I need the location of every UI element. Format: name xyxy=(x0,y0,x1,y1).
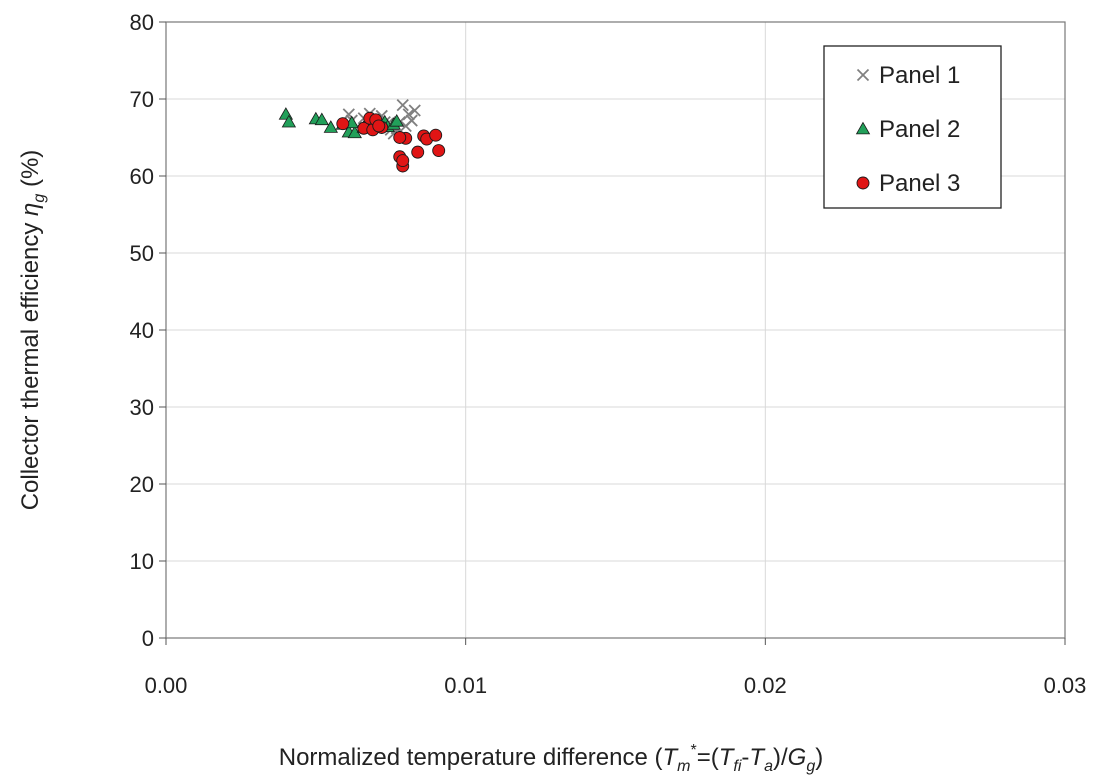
x-axis-title-star: * xyxy=(690,742,696,759)
series-3 xyxy=(336,111,446,173)
gridlines xyxy=(166,22,1065,638)
x-axis-title-prefix: Normalized temperature difference ( xyxy=(279,744,663,771)
x-axis-title-close: ) xyxy=(815,744,823,771)
x-axis-title-T-a: T xyxy=(749,744,766,771)
data-point xyxy=(411,145,425,159)
legend-label: Panel 2 xyxy=(879,116,960,143)
x-tick-label: 0.00 xyxy=(145,673,188,698)
data-point xyxy=(372,119,386,133)
y-tick-label: 0 xyxy=(142,626,154,651)
x-tick-label: 0.02 xyxy=(744,673,787,698)
data-point xyxy=(396,154,410,168)
x-axis-title-sub-a: a xyxy=(764,758,773,775)
y-axis-title-main: Collector thermal efficiency xyxy=(17,216,44,510)
x-axis-title: Normalized temperature difference (Tm*=(… xyxy=(279,742,823,775)
y-tick-label: 70 xyxy=(130,87,154,112)
x-tick-label: 0.03 xyxy=(1044,673,1087,698)
x-axis-title-T-m: T xyxy=(662,744,679,771)
data-point xyxy=(336,117,350,131)
x-axis-title-eq: =( xyxy=(697,744,719,771)
x-axis-ticks: 0.00 0.01 0.02 0.03 xyxy=(145,638,1087,698)
x-axis-title-dash: - xyxy=(741,744,749,771)
legend-marker xyxy=(856,68,870,82)
legend-item-3: Panel 3 xyxy=(856,170,960,197)
y-tick-label: 50 xyxy=(130,241,154,266)
data-point xyxy=(396,99,409,112)
legend-box xyxy=(823,45,1002,209)
y-tick-label: 10 xyxy=(130,549,154,574)
y-tick-label: 20 xyxy=(130,472,154,497)
data-point xyxy=(314,112,330,126)
data-point xyxy=(393,131,407,144)
data-point xyxy=(429,128,443,142)
y-tick-label: 40 xyxy=(130,318,154,343)
x-axis-title-sub-fi: fi xyxy=(733,758,741,775)
y-tick-label: 60 xyxy=(130,164,154,189)
data-point xyxy=(405,114,418,127)
x-axis-title-sub-m: m xyxy=(677,758,690,775)
y-tick-label: 80 xyxy=(130,10,154,35)
y-axis-title-symbol: η xyxy=(17,203,44,216)
data-point xyxy=(402,108,415,121)
legend-label: Panel 3 xyxy=(879,170,960,197)
legend-marker xyxy=(856,176,870,190)
x-axis-title-T-fi: T xyxy=(719,744,736,771)
legend: Panel 1 Panel 2 Panel 3 xyxy=(823,45,1002,209)
y-axis-ticks: 0 10 20 30 40 50 60 70 80 xyxy=(130,10,166,651)
legend-label: Panel 1 xyxy=(879,62,960,89)
data-point xyxy=(389,114,404,127)
x-axis-title-slash: )/ xyxy=(773,744,788,771)
y-axis-title: Collector thermal efficiency ηg (%) xyxy=(17,150,48,511)
legend-marker xyxy=(855,121,871,135)
data-point xyxy=(432,144,446,158)
legend-item-2: Panel 2 xyxy=(855,116,960,143)
legend-item-1: Panel 1 xyxy=(856,62,960,89)
data-points xyxy=(278,99,446,173)
x-axis-title-G: G xyxy=(788,744,807,771)
x-axis-title-sub-g: g xyxy=(806,758,815,775)
y-axis-title-subscript: g xyxy=(31,194,48,203)
data-point xyxy=(323,120,339,133)
y-axis-title-unit: (%) xyxy=(17,150,44,194)
y-tick-label: 30 xyxy=(130,395,154,420)
data-point xyxy=(281,114,297,128)
data-point xyxy=(408,104,421,117)
x-tick-label: 0.01 xyxy=(444,673,487,698)
